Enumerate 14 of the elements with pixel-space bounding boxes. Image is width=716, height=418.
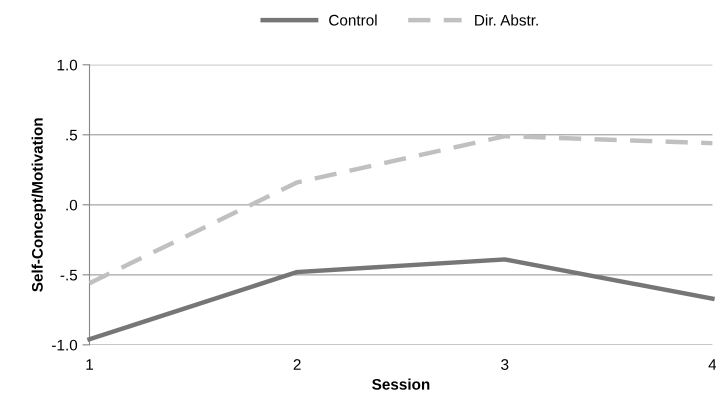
x-tick-label: 4 [708,359,716,370]
y-tick-label: -.5 [60,270,78,281]
y-tick-label: .0 [66,200,78,211]
y-axis-title: Self-Concept/Motivation [32,118,46,292]
x-axis-title: Session [372,378,430,390]
y-tick-label: -1.0 [52,340,78,351]
x-tick-label: 3 [501,359,508,370]
legend-label: Dir. Abstr. [475,14,538,26]
legend-label: Control [329,14,377,26]
y-tick-label: 1.0 [58,60,78,70]
x-tick-label: 1 [86,359,94,370]
x-tick-label: 2 [294,359,301,370]
line-series [87,257,715,342]
y-tick-label: .5 [66,130,78,140]
